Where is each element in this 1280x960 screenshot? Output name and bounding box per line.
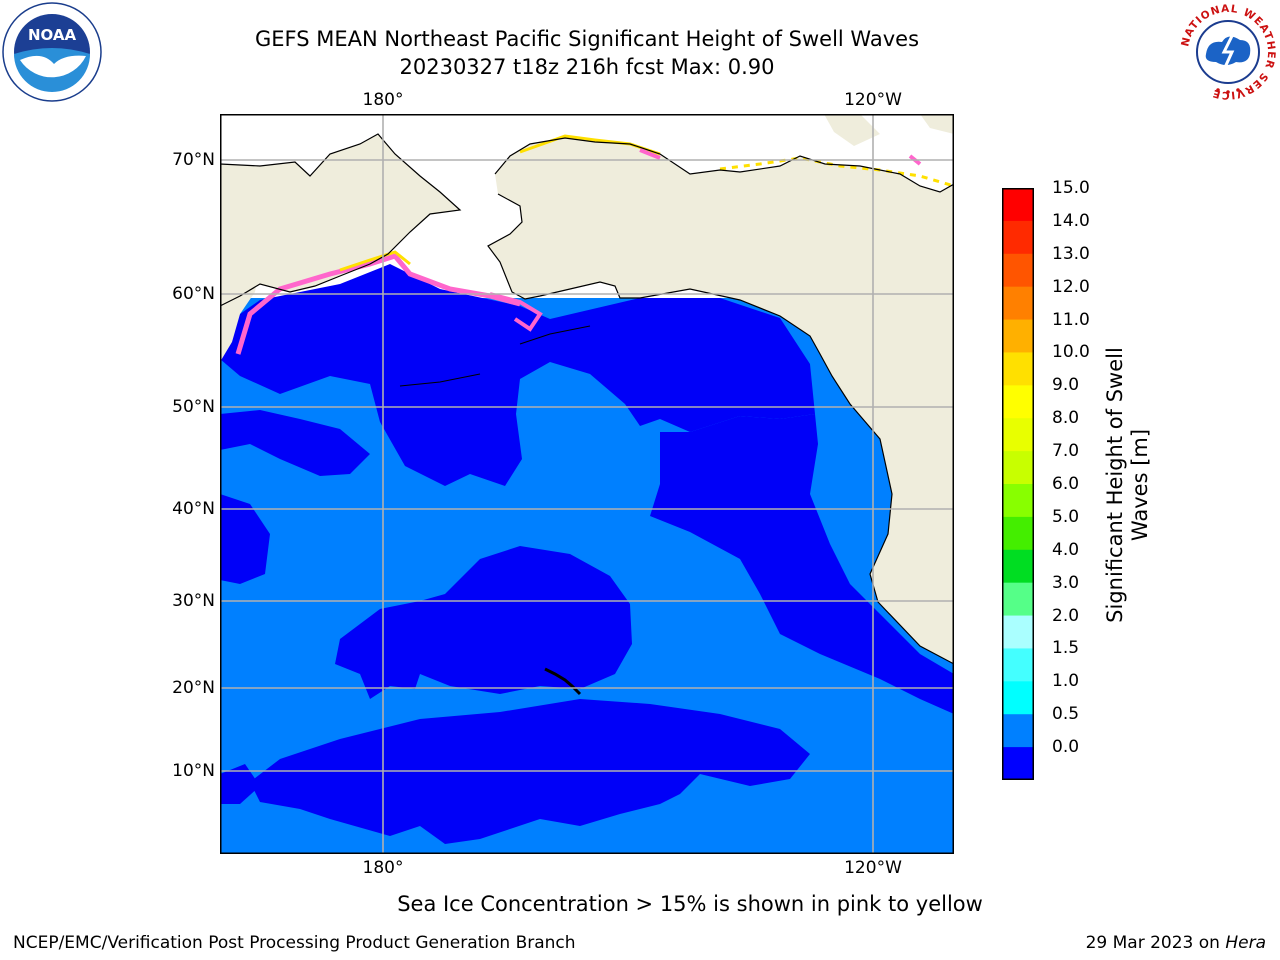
footer-host: Hera [1225, 933, 1266, 953]
land-arctic-islands [824, 114, 954, 146]
map-title: GEFS MEAN Northeast Pacific Significant … [254, 27, 920, 51]
footer-date: 29 Mar 2023 on Hera [1086, 933, 1266, 953]
colorbar-tick-label: 12.0 [1052, 276, 1090, 297]
map-subtitle: 20230327 t18z 216h fcst Max: 0.90 [399, 55, 775, 79]
lon-label-top-120w: 120°W [844, 90, 902, 110]
coastline-chukotka [220, 133, 462, 307]
colorbar-cell [1002, 714, 1034, 748]
nws-logo: NATIONAL WEATHER SERVICE [1179, 3, 1277, 101]
colorbar-label: Significant Height of Swell Waves [m] [1103, 295, 1153, 675]
colorbar-tick-label: 8.0 [1052, 408, 1080, 429]
sea-ice-bristol [489, 292, 543, 332]
colorbar-cell [1002, 418, 1034, 452]
noaa-logo: NOAA [2, 2, 102, 102]
colorbar-cell [1002, 352, 1034, 386]
colorbar-cell [1002, 253, 1034, 288]
sea-ice-note-row: Sea Ice Concentration > 15% is shown in … [0, 891, 1280, 917]
footer-credit: NCEP/EMC/Verification Post Processing Pr… [13, 933, 576, 953]
low-swell-southwest [220, 764, 260, 804]
lon-label-bottom-180: 180° [362, 858, 404, 878]
colorbar-cell [1002, 385, 1034, 419]
coastline-aleutians [399, 325, 591, 387]
low-swell-northwest [220, 410, 370, 476]
colorbar-cell [1002, 451, 1034, 485]
lon-label-top-180: 180° [362, 90, 404, 110]
low-swell-north-band [220, 264, 815, 486]
colorbar-tick-label: 13.0 [1052, 243, 1090, 264]
noaa-logo-text: NOAA [28, 26, 77, 44]
lat-label-60n: 60°N [172, 284, 215, 304]
lat-label-10n: 10°N [172, 761, 215, 781]
colorbar-cell [1002, 648, 1034, 682]
low-swell-east-coast [650, 414, 954, 714]
coastline-north [494, 137, 954, 193]
colorbar-tick-label: 1.5 [1052, 638, 1080, 659]
lat-label-30n: 30°N [172, 591, 215, 611]
land-chukotka [220, 134, 460, 306]
land-alaska-yukon [378, 114, 954, 664]
colorbar-tick-label: 9.0 [1052, 375, 1080, 396]
colorbar-tick-label: 11.0 [1052, 309, 1090, 330]
colorbar-tick-label: 15.0 [1052, 178, 1090, 198]
colorbar-cell [1002, 319, 1034, 353]
colorbar-tick-label: 6.0 [1052, 474, 1080, 494]
map-frame [220, 114, 954, 854]
lat-label-50n: 50°N [172, 397, 215, 417]
map-grid [220, 114, 954, 854]
low-swell-west-coast [220, 494, 270, 584]
sea-ice-beaufort [719, 156, 954, 188]
footer-date-text: 29 Mar 2023 on [1085, 933, 1226, 953]
sea-ice-note: Sea Ice Concentration > 15% is shown in … [397, 892, 983, 916]
colorbar-tick-label: 1.0 [1052, 671, 1080, 692]
colorbar-tick-label: 2.0 [1052, 605, 1080, 626]
colorbar-cell [1002, 484, 1034, 518]
colorbar-cell [1002, 747, 1034, 780]
colorbar-tick-label: 7.0 [1052, 441, 1080, 462]
swell-height-map [220, 114, 954, 854]
colorbar [1002, 188, 1034, 780]
colorbar-label-line1: Significant Height of Swell [1103, 347, 1127, 623]
colorbar-tick-label: 14.0 [1052, 210, 1090, 231]
colorbar-tick-label: 3.0 [1052, 572, 1080, 593]
colorbar-cell [1002, 681, 1034, 715]
colorbar-cell [1002, 582, 1034, 617]
colorbar-cell [1002, 220, 1034, 255]
colorbar-cell [1002, 286, 1034, 321]
lat-label-20n: 20°N [172, 678, 215, 698]
colorbar-cell [1002, 549, 1034, 584]
colorbar-cell [1002, 188, 1034, 222]
colorbar-tick-label: 4.0 [1052, 539, 1080, 560]
colorbar-cell [1002, 516, 1034, 551]
lon-label-bottom-120w: 120°W [844, 858, 902, 878]
colorbar-tick-label: 0.5 [1052, 704, 1080, 725]
colorbar-frame [1002, 188, 1034, 780]
colorbar-label-line2: Waves [m] [1128, 428, 1152, 542]
low-swell-central [335, 546, 632, 699]
lat-label-40n: 40°N [172, 499, 215, 519]
colorbar-cell [1002, 615, 1034, 649]
lat-label-70n: 70°N [172, 150, 215, 170]
colorbar-tick-label: 0.0 [1052, 737, 1080, 758]
colorbar-tick-label: 10.0 [1052, 342, 1090, 363]
colorbar-tick-label: 5.0 [1052, 506, 1080, 527]
colorbar-cells [1002, 188, 1034, 780]
land-kamchatka [220, 264, 260, 362]
